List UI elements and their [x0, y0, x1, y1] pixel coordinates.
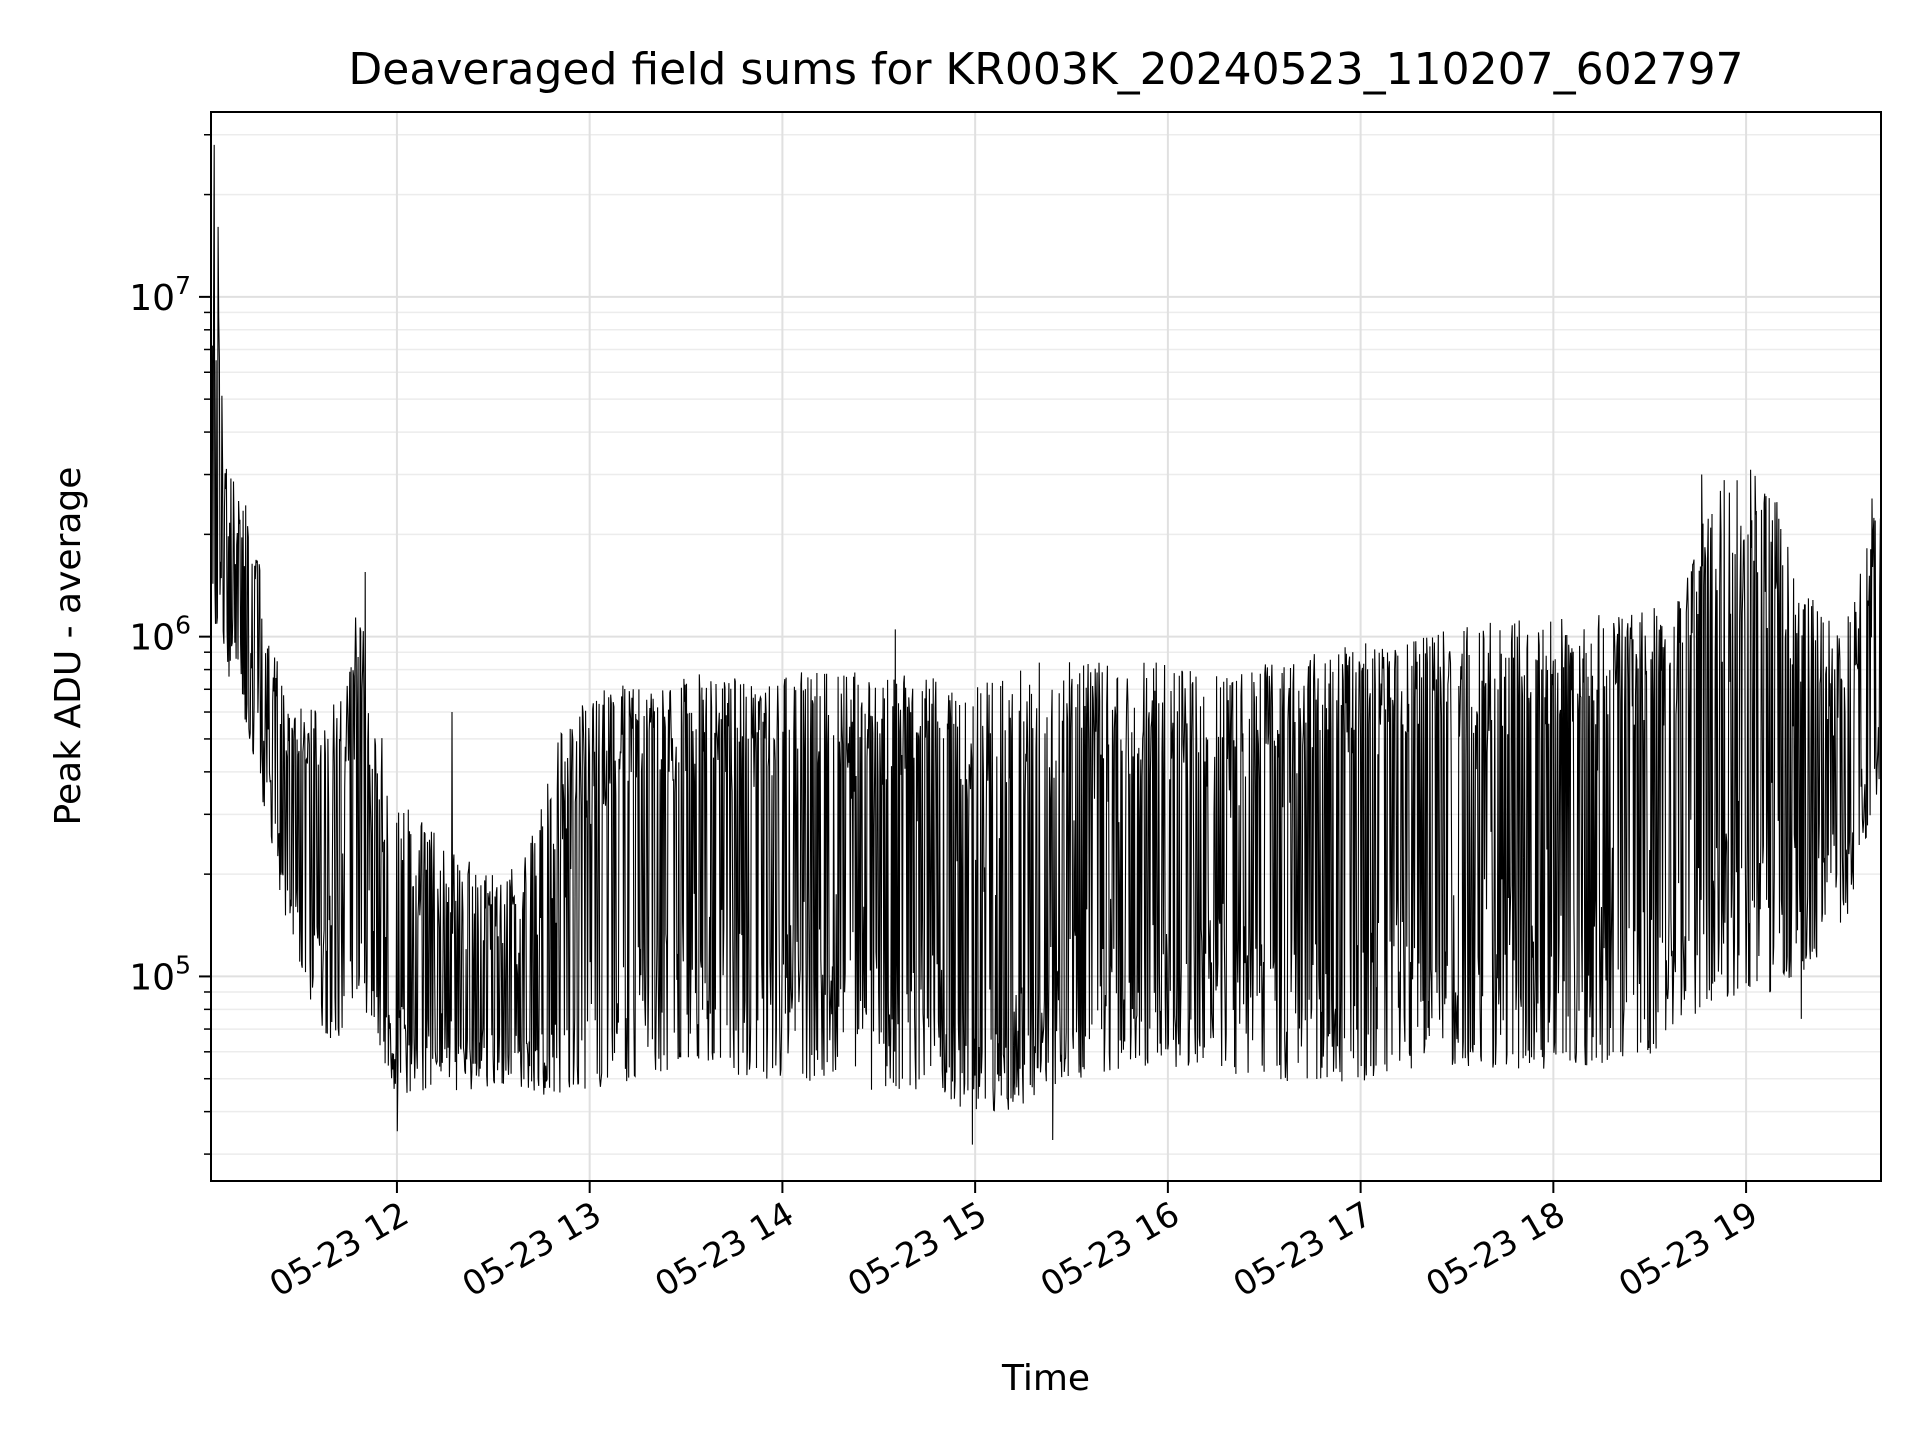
axes-frame: [210, 111, 1882, 1182]
y-tick-label: 107: [129, 271, 191, 319]
y-tick-label: 105: [129, 950, 191, 998]
chart-title: Deaveraged field sums for KR003K_2024052…: [348, 44, 1743, 95]
y-axis-label: Peak ADU - average: [48, 467, 89, 826]
y-tick-label: 106: [129, 611, 191, 659]
plot-area: [210, 144, 1882, 1145]
x-axis-label: Time: [1001, 1358, 1090, 1399]
y-axis: 105 106 107: [129, 133, 211, 1155]
series-line: [210, 144, 1882, 1145]
